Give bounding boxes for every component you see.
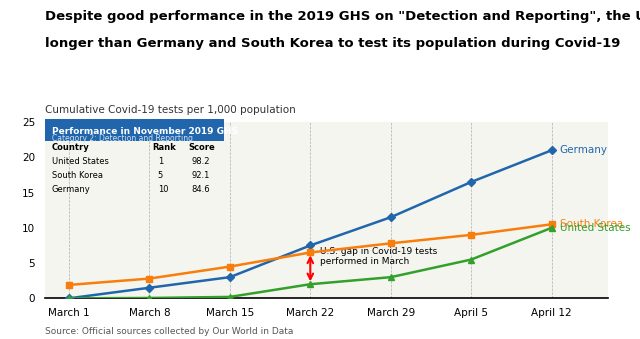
Text: 1: 1 xyxy=(157,157,163,166)
Text: United States: United States xyxy=(52,157,109,166)
Text: Score: Score xyxy=(188,143,215,153)
Text: Country: Country xyxy=(52,143,90,153)
Text: South Korea: South Korea xyxy=(52,171,103,180)
Text: South Korea: South Korea xyxy=(560,219,623,229)
Text: Source: Official sources collected by Our World in Data: Source: Official sources collected by Ou… xyxy=(45,326,293,336)
Text: United States: United States xyxy=(560,223,630,233)
Text: 10: 10 xyxy=(157,185,168,194)
Text: Germany: Germany xyxy=(560,145,608,155)
Text: Performance in November 2019 GHS: Performance in November 2019 GHS xyxy=(52,127,238,136)
Text: U.S. gap in Covid-19 tests
performed in March: U.S. gap in Covid-19 tests performed in … xyxy=(320,247,437,266)
Text: 84.6: 84.6 xyxy=(192,185,211,194)
Text: 5: 5 xyxy=(157,171,163,180)
Text: Despite good performance in the 2019 GHS on "Detection and Reporting", the U.S. : Despite good performance in the 2019 GHS… xyxy=(45,10,640,23)
Text: 98.2: 98.2 xyxy=(192,157,211,166)
Text: 92.1: 92.1 xyxy=(192,171,210,180)
Text: longer than Germany and South Korea to test its population during Covid-19: longer than Germany and South Korea to t… xyxy=(45,37,620,50)
Text: Cumulative Covid-19 tests per 1,000 population: Cumulative Covid-19 tests per 1,000 popu… xyxy=(45,105,296,115)
Text: Germany: Germany xyxy=(52,185,91,194)
Text: Rank: Rank xyxy=(152,143,176,153)
FancyBboxPatch shape xyxy=(45,119,224,141)
Text: Category 2: Detection and Reporting: Category 2: Detection and Reporting xyxy=(52,134,193,143)
